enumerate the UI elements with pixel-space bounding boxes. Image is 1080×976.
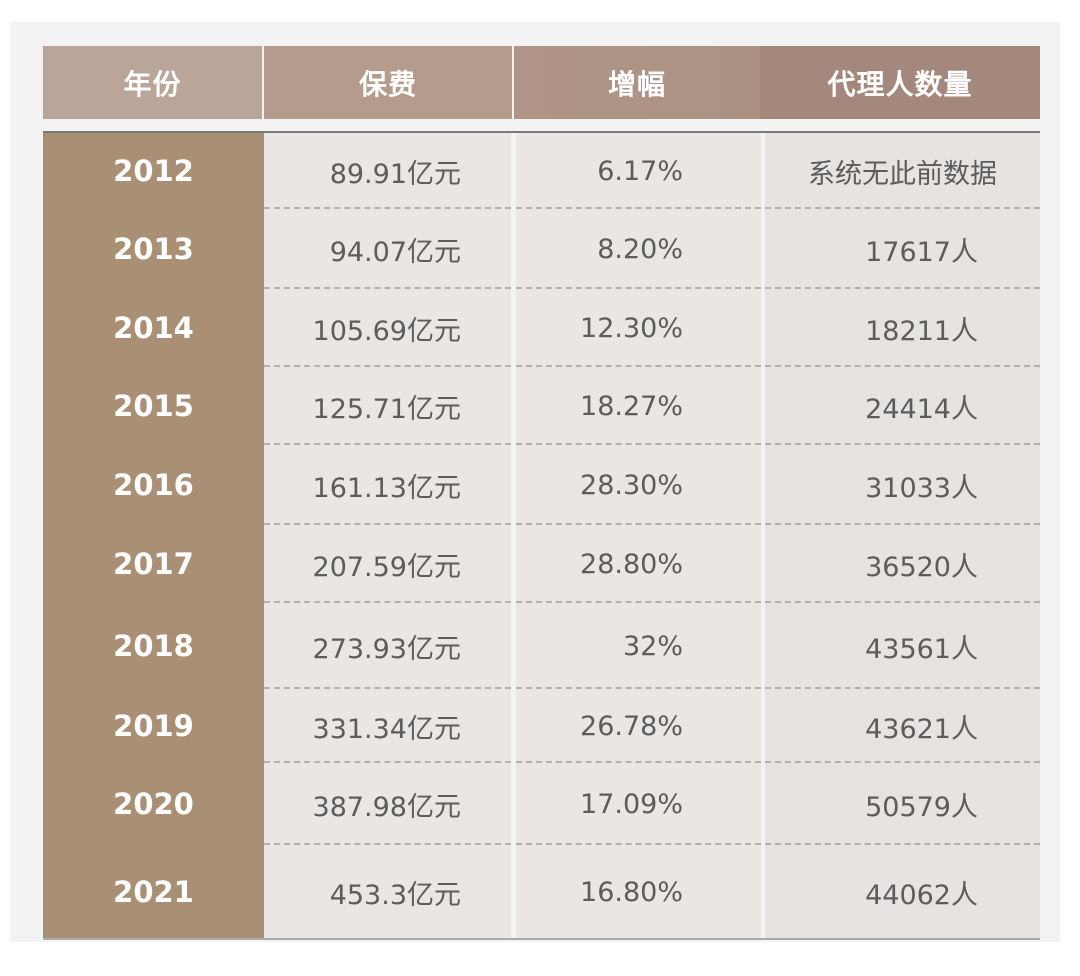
row-divider	[516, 365, 761, 367]
year-cell: 2020	[113, 787, 194, 821]
header-growth: 增幅	[514, 46, 760, 119]
row-divider	[765, 601, 1040, 603]
growth-cell: 26.78%	[580, 710, 683, 742]
header-divider	[43, 131, 1040, 133]
year-cell: 2014	[113, 311, 194, 345]
year-cell: 2015	[113, 389, 194, 423]
table-row: 2012 89.91亿元 6.17% 系统无此前数据	[43, 133, 1040, 209]
row-divider	[516, 843, 761, 845]
row-divider	[765, 287, 1040, 289]
premium-cell: 105.69亿元	[312, 315, 461, 347]
row-divider	[264, 523, 511, 525]
row-divider	[765, 365, 1040, 367]
row-divider	[516, 287, 761, 289]
agents-cell: 18211人	[865, 315, 978, 347]
table-row: 2018 273.93亿元 32% 43561人	[43, 603, 1040, 689]
row-divider	[264, 761, 511, 763]
premium-cell: 89.91亿元	[329, 158, 461, 190]
row-divider	[516, 443, 761, 445]
year-cell: 2012	[113, 154, 194, 188]
row-divider	[264, 207, 511, 209]
growth-cell: 28.30%	[580, 469, 683, 501]
row-divider	[765, 523, 1040, 525]
table-bottom-border	[43, 938, 1040, 940]
premium-cell: 207.59亿元	[312, 551, 461, 583]
premium-cell: 331.34亿元	[312, 713, 461, 745]
agents-cell: 系统无此前数据	[808, 158, 997, 190]
year-cell: 2016	[113, 468, 194, 502]
growth-cell: 18.27%	[580, 390, 683, 422]
row-divider	[516, 523, 761, 525]
premium-cell: 161.13亿元	[312, 472, 461, 504]
row-divider	[765, 207, 1040, 209]
table-body: 2012 89.91亿元 6.17% 系统无此前数据 2013 94.07亿元 8.20% 1…	[43, 133, 1040, 939]
premium-cell: 94.07亿元	[329, 236, 461, 268]
header-year: 年份	[43, 46, 262, 119]
agents-cell: 50579人	[865, 791, 978, 823]
row-divider	[765, 843, 1040, 845]
agents-column-bg	[765, 133, 1040, 939]
growth-cell: 16.80%	[580, 876, 683, 908]
row-divider	[516, 207, 761, 209]
table-row: 2014 105.69亿元 12.30% 18211人	[43, 289, 1040, 367]
table-header: 年份 保费 增幅 代理人数量	[43, 46, 1040, 119]
agents-cell: 36520人	[865, 551, 978, 583]
table-row: 2015 125.71亿元 18.27% 24414人	[43, 367, 1040, 445]
table-row: 2016 161.13亿元 28.30% 31033人	[43, 445, 1040, 525]
year-cell: 2019	[113, 709, 194, 743]
growth-cell: 28.80%	[580, 548, 683, 580]
premium-cell: 125.71亿元	[312, 393, 461, 425]
growth-cell: 17.09%	[580, 788, 683, 820]
agents-cell: 44062人	[865, 879, 978, 911]
row-divider	[264, 287, 511, 289]
year-cell: 2018	[113, 629, 194, 663]
year-cell: 2021	[113, 875, 194, 909]
growth-cell: 8.20%	[597, 233, 683, 265]
table-row: 2021 453.3亿元 16.80% 44062人	[43, 845, 1040, 939]
premium-cell: 273.93亿元	[312, 633, 461, 665]
row-divider	[264, 365, 511, 367]
row-divider	[765, 761, 1040, 763]
row-divider	[264, 843, 511, 845]
header-premium: 保费	[264, 46, 512, 119]
agents-cell: 24414人	[865, 393, 978, 425]
row-divider	[516, 687, 761, 689]
header-agents: 代理人数量	[760, 46, 1040, 119]
premium-column-bg	[264, 133, 511, 939]
row-divider	[516, 761, 761, 763]
premium-cell: 387.98亿元	[312, 791, 461, 823]
growth-cell: 6.17%	[597, 155, 683, 187]
growth-cell: 32%	[622, 630, 683, 662]
agents-cell: 17617人	[865, 236, 978, 268]
row-divider	[516, 601, 761, 603]
row-divider	[264, 443, 511, 445]
table-row: 2020 387.98亿元 17.09% 50579人	[43, 763, 1040, 845]
agents-cell: 43561人	[865, 633, 978, 665]
growth-column-bg	[516, 133, 761, 939]
table-row: 2019 331.34亿元 26.78% 43621人	[43, 689, 1040, 763]
row-divider	[264, 687, 511, 689]
year-cell: 2013	[113, 232, 194, 266]
row-divider	[765, 687, 1040, 689]
premium-cell: 453.3亿元	[329, 879, 461, 911]
year-cell: 2017	[113, 547, 194, 581]
row-divider	[264, 601, 511, 603]
agents-cell: 43621人	[865, 713, 978, 745]
agents-cell: 31033人	[865, 472, 978, 504]
table-row: 2017 207.59亿元 28.80% 36520人	[43, 525, 1040, 603]
year-column-bg	[43, 133, 264, 939]
table-row: 2013 94.07亿元 8.20% 17617人	[43, 209, 1040, 289]
row-divider	[765, 443, 1040, 445]
growth-cell: 12.30%	[580, 312, 683, 344]
